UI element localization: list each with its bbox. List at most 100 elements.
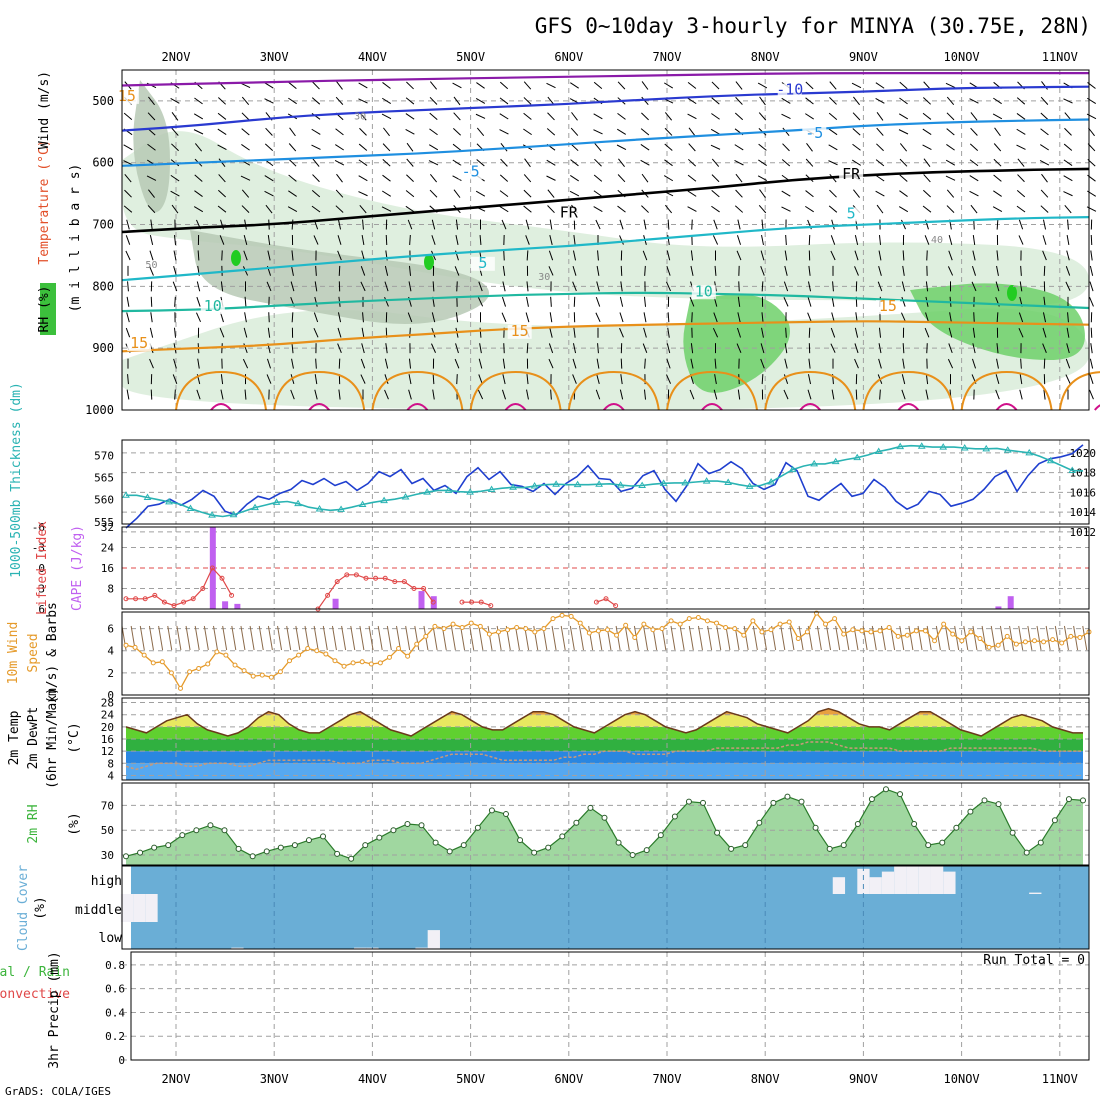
- wind-barb: [524, 158, 531, 168]
- wind-barb-staff: [249, 625, 255, 651]
- wind-barb: [361, 327, 365, 338]
- wind-barb: [454, 266, 460, 276]
- wind-barb: [150, 312, 153, 323]
- wind-barb: [384, 297, 389, 307]
- wind-barb: [147, 112, 156, 121]
- rh2m-point: [559, 833, 566, 840]
- wind-barb: [196, 312, 201, 323]
- slp-panel: 10121014101610181020555560565570SLP (mb): [94, 440, 1096, 539]
- warm-contour: [567, 370, 660, 411]
- wind-speed-point: [959, 638, 965, 644]
- temp-frame: [121, 697, 1090, 781]
- pressure-tick-900: 900: [92, 341, 114, 355]
- wind-barb: [384, 265, 389, 276]
- wind-barb-staff: [1063, 625, 1069, 651]
- temp-band: [126, 714, 1083, 727]
- wind-barb: [549, 327, 553, 338]
- wind-barb: [173, 327, 177, 338]
- wind-barb: [898, 206, 909, 213]
- wind-barb: [737, 296, 741, 307]
- wind-barb: [922, 128, 932, 135]
- wind-barb: [362, 219, 364, 230]
- wind-barb: [783, 389, 789, 400]
- wind-speed-point: [468, 620, 474, 626]
- cape-bar: [222, 601, 229, 609]
- rh-legend-swatch: [40, 283, 56, 335]
- wind-barb: [805, 158, 814, 167]
- thickness-marker: [724, 478, 733, 485]
- contour-label-bg: [839, 207, 864, 222]
- wind-barb: [875, 174, 885, 182]
- wind-barb: [338, 389, 341, 400]
- wind-barb: [381, 97, 392, 104]
- wind-barb: [1041, 173, 1048, 183]
- precip-tick-0.4: 0.4: [105, 1006, 125, 1019]
- wind-barb: [312, 81, 320, 90]
- contour-label-bg: [691, 285, 716, 300]
- wind-barb: [781, 97, 791, 104]
- wind-barb: [898, 113, 909, 120]
- wind-barb-staff: [579, 625, 584, 651]
- date-label-11NOV: 11NOV: [1042, 50, 1078, 64]
- wind-speed-point: [432, 623, 438, 629]
- wind-speed-point: [332, 658, 338, 664]
- wind-speed-point: [1013, 641, 1019, 647]
- wind-barb: [901, 219, 906, 230]
- wind-barb: [829, 189, 837, 198]
- rh2m-point: [1065, 796, 1072, 803]
- wind-barb: [971, 281, 977, 292]
- wind-barb: [475, 113, 486, 119]
- cloud-block-high: [918, 866, 931, 894]
- isotherm-label: 5: [847, 204, 856, 222]
- temp-line: [125, 707, 1083, 737]
- wind-speed-point: [341, 663, 347, 669]
- lifted-index-point: [142, 596, 148, 602]
- wind-barb: [291, 250, 294, 261]
- temp-ylabel-2: 2m DewPt: [26, 707, 41, 770]
- wind-barb: [290, 389, 295, 400]
- wind-barb-staff: [148, 625, 154, 651]
- wind-barb: [409, 327, 411, 338]
- wind-barb: [784, 358, 788, 369]
- wind-barb-staff: [826, 625, 832, 651]
- wind-speed-point: [922, 628, 928, 634]
- wind-barb: [126, 296, 130, 307]
- date-label-5NOV: 5NOV: [456, 1072, 485, 1086]
- rh2m-point: [897, 791, 904, 798]
- wind-barb-staff: [963, 625, 969, 651]
- wind-barb: [666, 266, 671, 276]
- wind-barb: [758, 112, 767, 121]
- wind-barb: [268, 312, 270, 323]
- wind-speed-point: [232, 662, 238, 668]
- wind-barb: [264, 98, 274, 104]
- wind-barb: [478, 358, 483, 369]
- wind-barb: [805, 113, 814, 120]
- wind-barb: [264, 82, 274, 89]
- wind-speed-point: [459, 624, 465, 630]
- series-slp: [125, 444, 1084, 529]
- wind-barb: [687, 97, 697, 105]
- rh-label: 30: [354, 111, 366, 122]
- temp-ylabel-3: (6hr Min/Max): [45, 687, 60, 789]
- wind-barb: [594, 143, 602, 152]
- wind-barb: [642, 250, 648, 261]
- wind-barb: [828, 144, 838, 151]
- wind-speed-point: [704, 618, 710, 624]
- wind-tick-2: 2: [107, 667, 114, 680]
- wind-speed-point: [877, 628, 883, 634]
- wind-barb: [569, 190, 580, 197]
- rh2m-point: [362, 842, 369, 849]
- wind-barb: [429, 128, 438, 136]
- wind-barb: [711, 190, 720, 198]
- wind-barb: [149, 235, 154, 245]
- wind-barb: [382, 159, 391, 167]
- rh2m-point: [601, 814, 608, 821]
- wind-barb: [947, 266, 954, 276]
- wind-barb: [174, 389, 176, 400]
- wind-barb: [595, 219, 601, 230]
- wind-barb: [550, 389, 552, 400]
- thickness-marker: [1025, 448, 1034, 456]
- wind-barb-staff: [816, 625, 822, 651]
- wind-barb: [688, 127, 696, 137]
- wind-barb: [877, 281, 883, 292]
